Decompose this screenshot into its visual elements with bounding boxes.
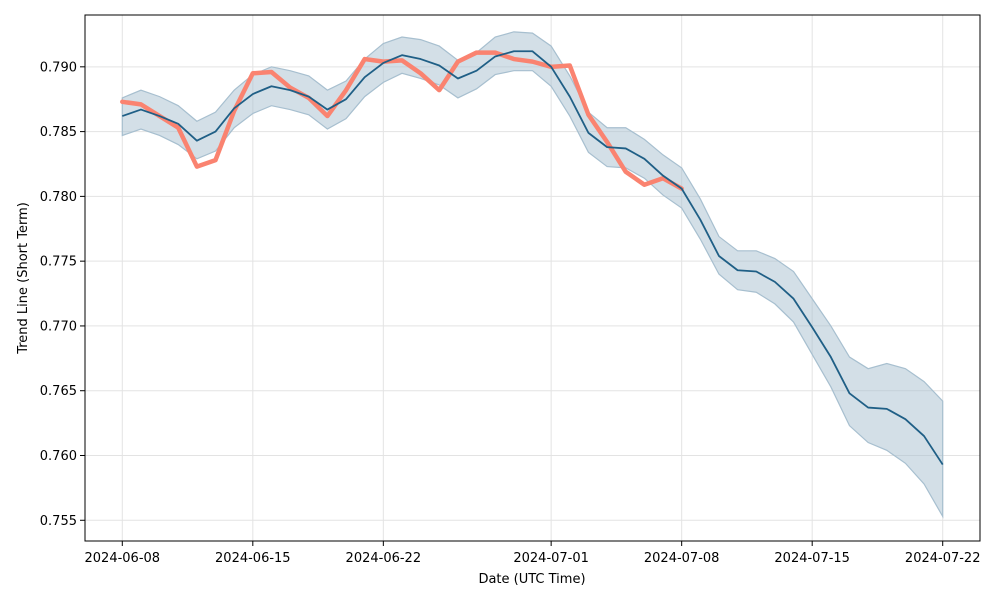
trend-series-line xyxy=(121,50,944,466)
x-tick-label: 2024-07-22 xyxy=(905,551,981,566)
y-tick-label: 0.760 xyxy=(40,449,77,464)
grid-lines xyxy=(85,15,980,541)
x-tick-label: 2024-06-08 xyxy=(85,551,161,566)
x-tick-label: 2024-06-15 xyxy=(215,551,291,566)
series-layer xyxy=(120,50,944,466)
y-tick-label: 0.785 xyxy=(40,125,77,140)
confidence-band-layer xyxy=(121,31,944,519)
x-tick-label: 2024-07-01 xyxy=(513,551,589,566)
y-tick-label: 0.755 xyxy=(40,514,77,529)
y-tick-label: 0.790 xyxy=(40,60,77,75)
x-tick-label: 2024-06-22 xyxy=(346,551,422,566)
x-axis-ticks: 2024-06-08 2024-06-15 2024-06-22 2024-07-01… xyxy=(85,541,981,566)
actual-series-line xyxy=(120,50,684,191)
y-tick-label: 0.775 xyxy=(40,255,77,270)
confidence-band xyxy=(121,31,944,519)
plot-frame xyxy=(84,14,981,542)
x-tick-label: 2024-07-08 xyxy=(644,551,720,566)
y-tick-label: 0.765 xyxy=(40,384,77,399)
x-tick-label: 2024-07-15 xyxy=(774,551,850,566)
x-axis-label: Date (UTC Time) xyxy=(478,572,585,587)
y-axis-ticks: 0.755 0.760 0.765 0.770 0.775 0.780 0.785 0.790 xyxy=(40,60,85,529)
y-axis-label: Trend Line (Short Term) xyxy=(16,202,31,355)
y-tick-label: 0.780 xyxy=(40,190,77,205)
y-tick-label: 0.770 xyxy=(40,319,77,334)
